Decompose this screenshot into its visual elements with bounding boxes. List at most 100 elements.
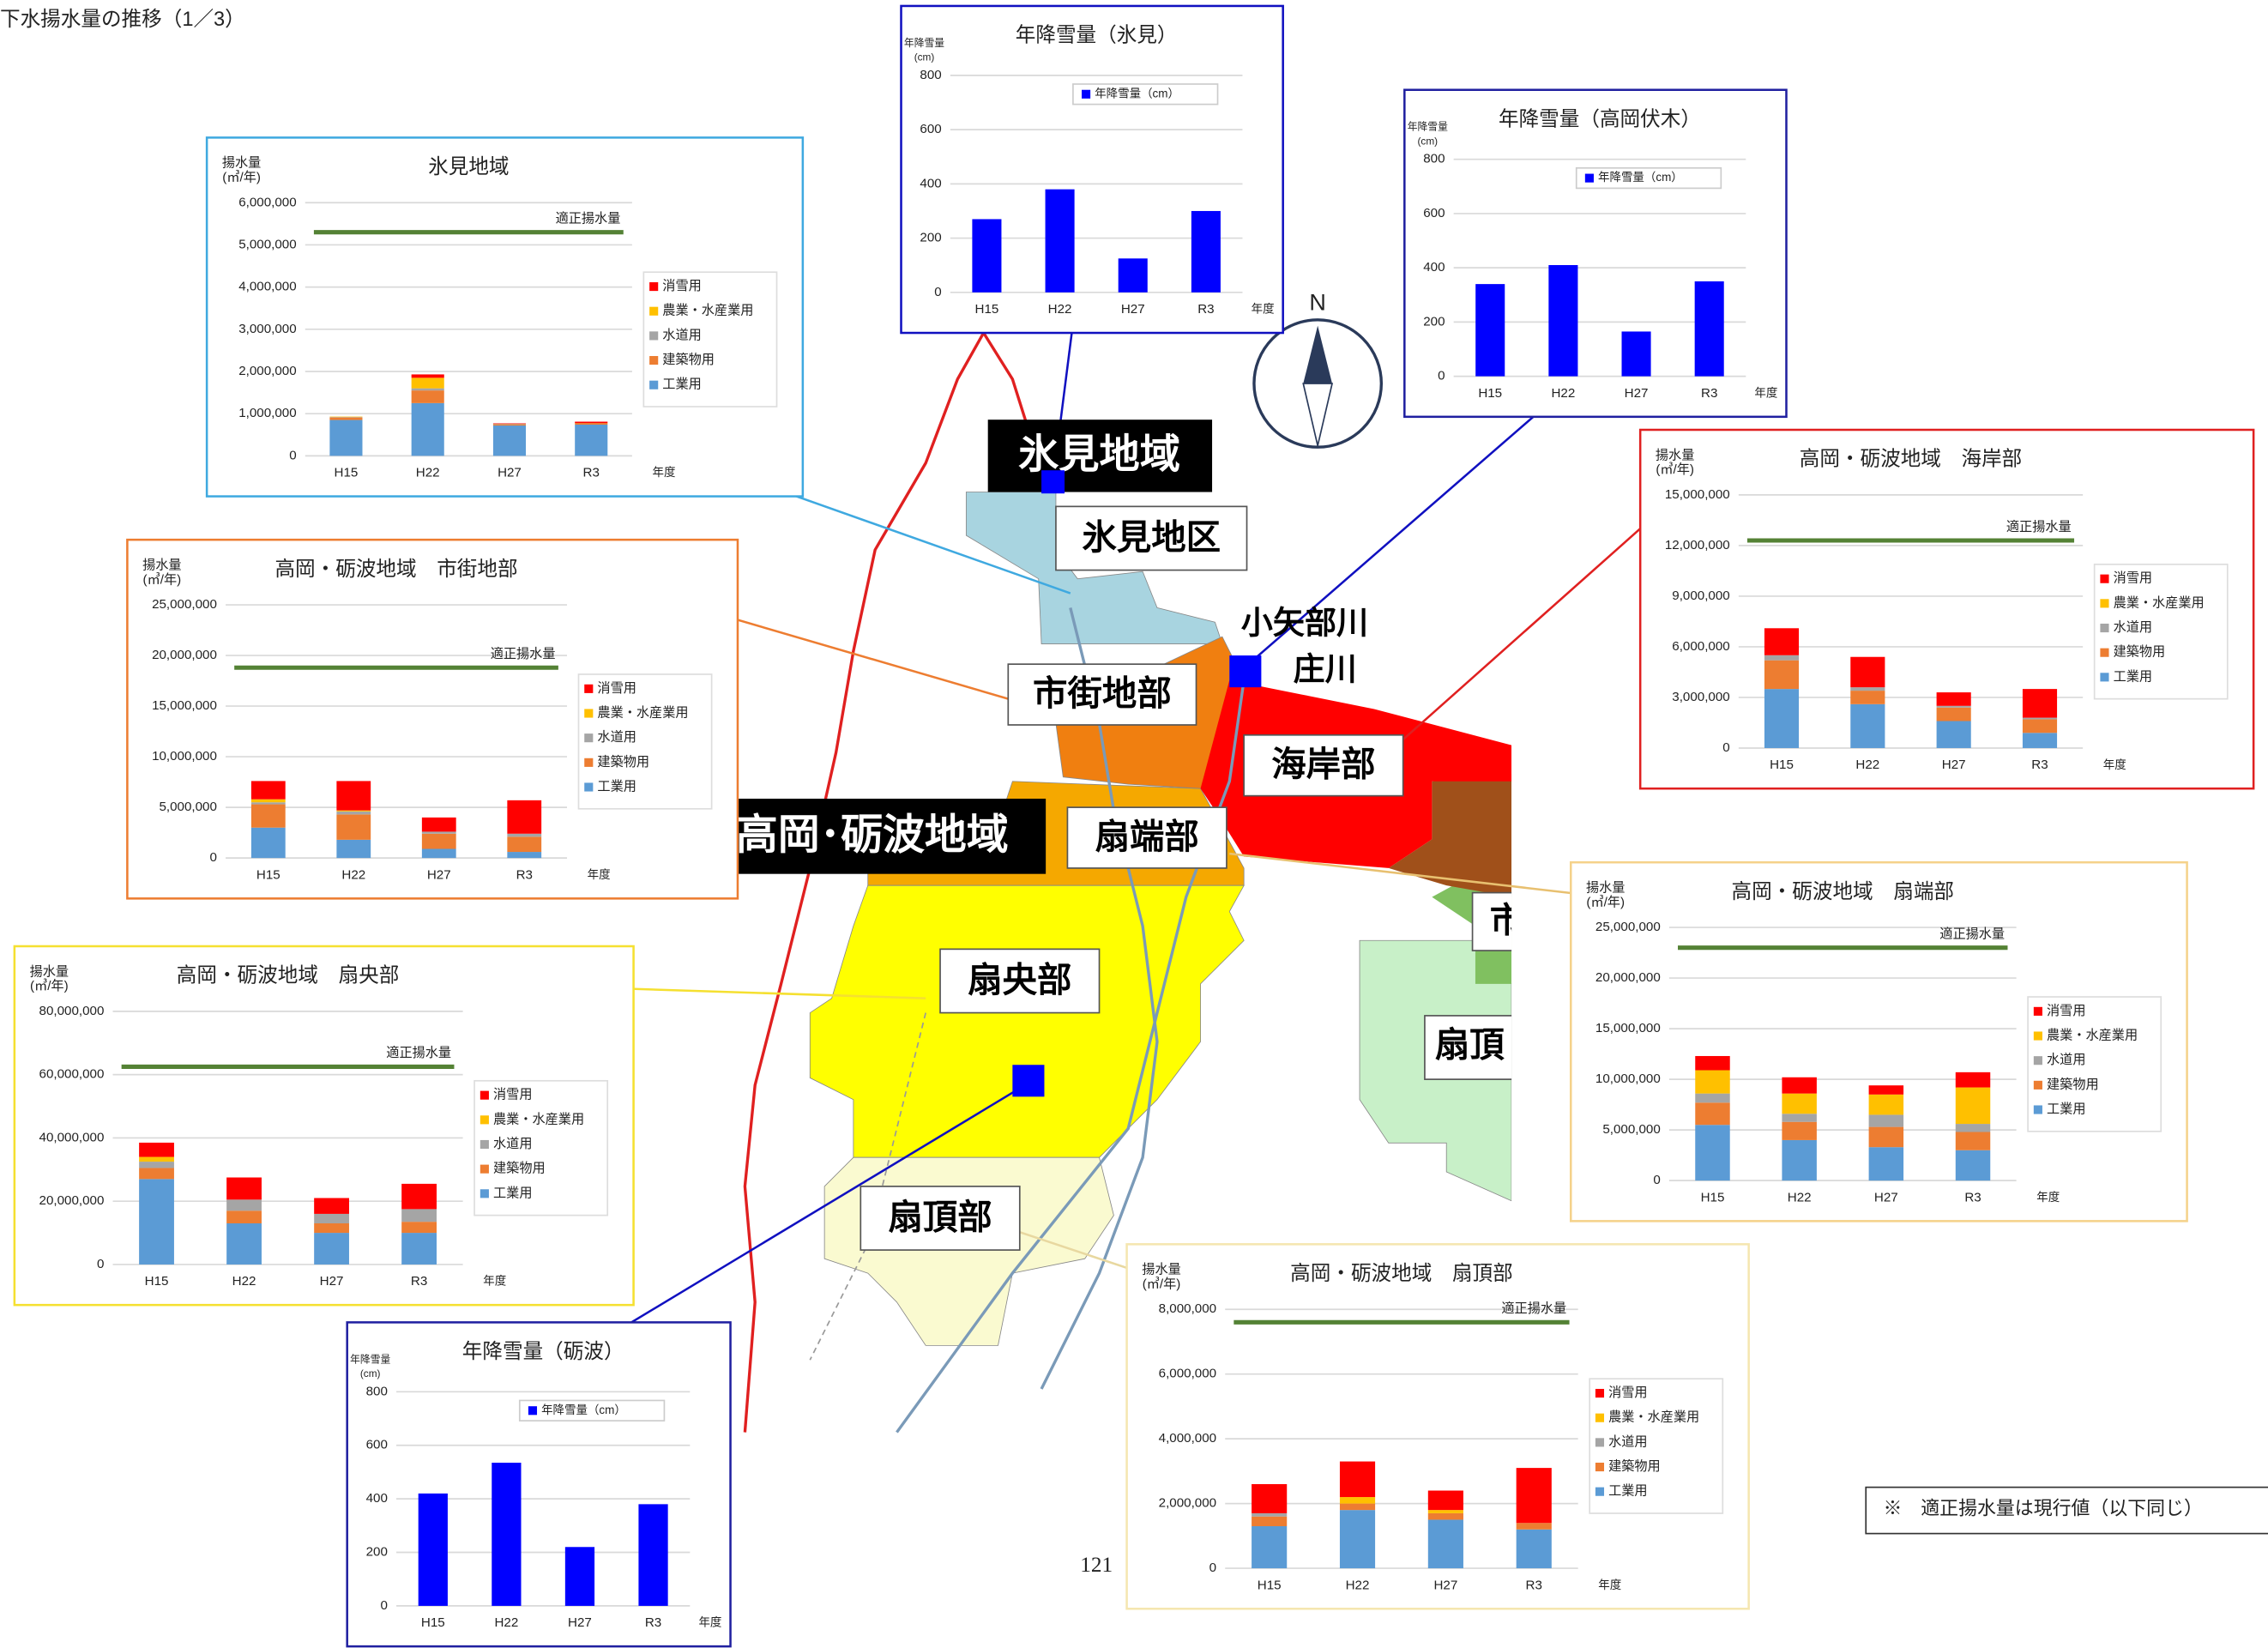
reference-label: 適正揚水量 <box>386 1045 451 1060</box>
legend-swatch <box>480 1189 489 1198</box>
y-axis-label: (cm) <box>360 1367 381 1379</box>
y-tick-label: 0 <box>380 1598 387 1613</box>
bar <box>1252 1516 1288 1527</box>
legend-label: 農業・水産業用 <box>662 304 753 318</box>
y-tick-label: 25,000,000 <box>152 597 217 612</box>
bar <box>329 420 363 456</box>
y-axis-label: (㎥/年) <box>1143 1277 1181 1292</box>
bar <box>1427 1519 1463 1569</box>
reference-label: 適正揚水量 <box>1501 1301 1566 1316</box>
map-label: 氷見地域 <box>1018 432 1180 478</box>
legend-label: 農業・水産業用 <box>1608 1410 1699 1425</box>
bar <box>411 388 444 391</box>
y-axis-label: 揚水量 <box>1586 881 1625 896</box>
bar <box>1936 692 1971 706</box>
legend-label: 消雪用 <box>597 681 636 696</box>
bar <box>336 811 371 815</box>
label-box <box>860 1186 1021 1251</box>
bar <box>1782 1139 1817 1181</box>
note-box <box>1865 1486 2268 1535</box>
bar <box>1118 258 1148 293</box>
bar <box>226 1199 262 1211</box>
x-tick-label: H22 <box>232 1274 256 1289</box>
note: ※ 適正揚水量は現行値（以下同じ） <box>1883 1498 2202 1519</box>
chart-frame <box>346 1321 732 1648</box>
bar <box>421 817 456 832</box>
bar <box>575 424 608 456</box>
legend-label: 建築物用 <box>597 754 649 770</box>
bar <box>139 1142 174 1157</box>
legend-label: 消雪用 <box>1608 1385 1647 1400</box>
legend-swatch <box>1595 1413 1605 1422</box>
bar <box>1955 1072 1991 1088</box>
y-tick-label: 200 <box>366 1545 388 1560</box>
label-box <box>1066 806 1227 869</box>
bar <box>1252 1526 1288 1569</box>
page-title: 下水揚水量の推移（1／3） <box>0 8 245 31</box>
bar <box>1427 1512 1463 1520</box>
bar <box>1782 1114 1817 1122</box>
x-tick-label: R3 <box>1526 1578 1542 1592</box>
y-tick-label: 1,000,000 <box>238 406 296 420</box>
bar <box>492 1463 522 1606</box>
legend-label: 農業・水産業用 <box>493 1112 584 1126</box>
y-tick-label: 800 <box>1423 152 1445 166</box>
bar <box>1339 1510 1376 1569</box>
station-marker <box>1041 470 1065 494</box>
bar <box>139 1168 174 1180</box>
legend-label: 水道用 <box>493 1137 532 1151</box>
x-tick-label: H22 <box>1346 1578 1370 1592</box>
legend-swatch <box>480 1090 489 1100</box>
y-tick-label: 10,000,000 <box>1595 1072 1661 1086</box>
y-tick-label: 6,000,000 <box>238 195 296 209</box>
chart-title: 年降雪量（氷見） <box>1016 24 1178 47</box>
bar <box>2022 733 2058 748</box>
legend-label: 消雪用 <box>493 1088 532 1102</box>
y-axis-label: 揚水量 <box>222 156 261 171</box>
y-axis-label: (㎥/年) <box>1656 462 1694 477</box>
x-tick-label: H27 <box>1625 386 1649 401</box>
bar <box>411 374 444 378</box>
compass-needle <box>1302 383 1334 446</box>
x-tick-label: H22 <box>1788 1190 1812 1204</box>
legend-swatch <box>528 1406 538 1416</box>
x-tick-label: H27 <box>1121 302 1145 317</box>
y-tick-label: 15,000,000 <box>1665 487 1730 502</box>
bar <box>1695 1070 1730 1094</box>
legend-label: 消雪用 <box>662 279 701 293</box>
legend-swatch <box>2033 1105 2042 1114</box>
y-tick-label: 800 <box>366 1384 388 1398</box>
y-tick-label: 4,000,000 <box>238 280 296 294</box>
legend-box <box>577 673 713 810</box>
x-axis-label: 年度 <box>698 1616 721 1629</box>
bar <box>1695 1093 1730 1103</box>
bar <box>329 417 363 420</box>
bar <box>1252 1512 1288 1517</box>
bar <box>418 1493 448 1606</box>
map-labels: 氷見地域 氷見地区 市街地部 海岸部 扇端部 高岡･砺波地域 扇央部 扇頂部 小… <box>698 420 1404 1251</box>
bar <box>1764 689 1800 748</box>
bar <box>401 1209 437 1222</box>
x-axis-label: 年度 <box>1252 303 1275 316</box>
legend-label: 農業・水産業用 <box>2114 595 2205 610</box>
x-axis-label: 年度 <box>653 466 676 479</box>
chart-title: 高岡・砺波地域 海岸部 <box>1800 448 2023 471</box>
bar <box>507 800 542 834</box>
x-tick-label: H22 <box>1048 302 1072 317</box>
y-tick-label: 15,000,000 <box>152 698 217 713</box>
river <box>896 679 1246 1434</box>
compass-needle <box>1303 325 1333 384</box>
y-tick-label: 3,000,000 <box>238 322 296 336</box>
bar <box>314 1223 349 1234</box>
chart-title: 年降雪量（砺波） <box>462 1340 624 1363</box>
legend-box <box>2093 563 2229 700</box>
bar <box>507 833 542 837</box>
legend-box <box>518 1399 666 1422</box>
y-tick-label: 12,000,000 <box>1665 538 1730 552</box>
label-box <box>1007 663 1197 726</box>
map-label: 市街地部 <box>1033 673 1172 713</box>
legend-swatch <box>649 380 659 389</box>
x-axis-label: 年度 <box>483 1275 506 1288</box>
x-tick-label: R3 <box>1197 302 1214 317</box>
y-tick-label: 2,000,000 <box>1159 1496 1216 1511</box>
